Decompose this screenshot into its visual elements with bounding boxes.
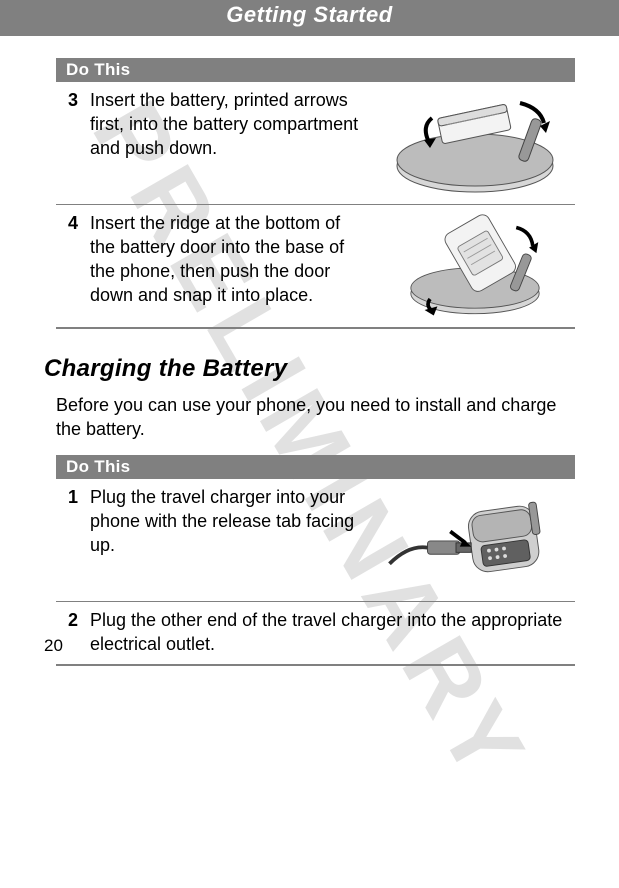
step-text: Plug the travel charger into your phone … — [90, 485, 375, 595]
table-header-1: Do This — [56, 58, 575, 82]
step-text: Insert the battery, printed arrows first… — [90, 88, 375, 198]
step-row: 4 Insert the ridge at the bottom of the … — [56, 205, 575, 329]
step-row: 2 Plug the other end of the travel charg… — [56, 602, 575, 666]
step-number: 4 — [56, 211, 90, 321]
step-illustration — [375, 211, 575, 321]
step-illustration — [375, 88, 575, 198]
table-header-2: Do This — [56, 455, 575, 479]
page-title: Getting Started — [226, 2, 392, 27]
page-number: 20 — [44, 636, 619, 656]
step-number: 3 — [56, 88, 90, 198]
page-header: Getting Started — [0, 0, 619, 36]
step-illustration — [375, 485, 575, 595]
door-snap-icon — [380, 211, 570, 321]
step-row: 1 Plug the travel charger into your phon… — [56, 479, 575, 602]
section-heading: Charging the Battery — [44, 355, 575, 383]
step-text: Insert the ridge at the bottom of the ba… — [90, 211, 375, 321]
battery-insert-icon — [380, 88, 570, 198]
step-number: 1 — [56, 485, 90, 595]
charger-plug-icon — [380, 485, 570, 595]
step-row: 3 Insert the battery, printed arrows fir… — [56, 82, 575, 205]
section-intro: Before you can use your phone, you need … — [56, 393, 575, 441]
page-content: Do This 3 Insert the battery, printed ar… — [0, 36, 619, 666]
